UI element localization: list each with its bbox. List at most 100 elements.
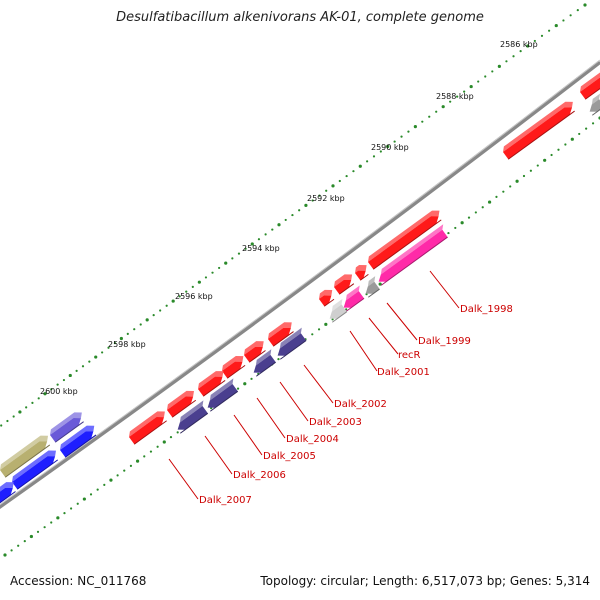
- gene-block-reverse[interactable]: [339, 285, 368, 312]
- gene-label-dalk-2002[interactable]: Dalk_2002: [334, 399, 387, 410]
- gene-label-dalk-2004[interactable]: Dalk_2004: [286, 434, 339, 445]
- gene-block-reverse[interactable]: [585, 93, 600, 116]
- gene-block-reverse[interactable]: [173, 400, 211, 434]
- tick-mark: [550, 153, 553, 157]
- gene-shadow-edge: [372, 219, 442, 270]
- tick-mark: [325, 189, 328, 192]
- gene-block-forward[interactable]: [242, 338, 269, 363]
- tick-mark: [366, 160, 369, 163]
- tick-mark: [271, 228, 274, 231]
- gene-block-forward[interactable]: [127, 408, 170, 445]
- gene-shadow-edge: [64, 434, 97, 458]
- tick-mark: [505, 60, 508, 63]
- tick-mark: [88, 360, 91, 363]
- tick-mark: [171, 299, 175, 303]
- gene-top-face: [268, 322, 292, 339]
- tick-mark: [557, 148, 560, 151]
- gene-block-forward[interactable]: [366, 207, 445, 270]
- tick-mark: [113, 342, 117, 345]
- gene-label-dalk-1999[interactable]: Dalk_1999: [418, 336, 471, 347]
- tick-mark: [519, 50, 522, 53]
- tick-mark: [454, 226, 457, 230]
- tick-mark: [298, 209, 301, 212]
- gene-block-forward[interactable]: [165, 387, 199, 418]
- tick-mark: [244, 247, 247, 250]
- gene-label-dalk-2001[interactable]: Dalk_2001: [377, 367, 430, 378]
- gene-front-face: [253, 354, 276, 373]
- gene-front-face: [12, 456, 56, 490]
- gene-shadow-edge: [507, 110, 575, 160]
- gene-block-reverse[interactable]: [325, 298, 350, 323]
- scale-label: 2592 kbp: [307, 194, 345, 203]
- gene-block-reverse[interactable]: [374, 224, 451, 286]
- scale-label: 2594 kbp: [242, 244, 280, 253]
- tick-mark: [43, 392, 47, 396]
- accession-text: Accession: NC_011768: [10, 574, 147, 588]
- tick-mark: [591, 122, 595, 125]
- gene-block-reverse[interactable]: [361, 276, 383, 298]
- gene-label-dalk-2007[interactable]: Dalk_2007: [199, 495, 252, 506]
- gene-block-forward[interactable]: [332, 271, 357, 295]
- tick-mark: [139, 323, 142, 326]
- gene-label-dalk-2005[interactable]: Dalk_2005: [263, 451, 316, 462]
- gene-top-face: [0, 482, 14, 496]
- tick-mark: [469, 84, 473, 89]
- gene-block-forward[interactable]: [501, 98, 578, 160]
- tick-mark: [211, 271, 214, 274]
- gene-front-face: [343, 291, 365, 308]
- gene-block-reverse[interactable]: [58, 422, 100, 458]
- gene-front-face: [60, 431, 94, 458]
- gene-front-face: [589, 99, 600, 112]
- gene-top-face: [179, 400, 204, 423]
- genome-backbone: [0, 60, 600, 510]
- gene-shadow-edge: [591, 106, 600, 116]
- tick-mark: [509, 185, 512, 188]
- gene-block-forward[interactable]: [48, 409, 87, 443]
- tick-mark: [116, 474, 119, 477]
- gene-block-forward[interactable]: [220, 352, 249, 379]
- gene-block-reverse[interactable]: [273, 327, 310, 360]
- tick-mark: [165, 304, 168, 307]
- gene-block-forward[interactable]: [0, 432, 53, 478]
- genome-summary-text: Topology: circular; Length: 6,517,073 bp…: [260, 574, 590, 588]
- gene-block-forward[interactable]: [353, 262, 372, 281]
- gene-block-forward[interactable]: [266, 319, 297, 347]
- tick-mark: [386, 144, 390, 149]
- tick-mark: [447, 231, 450, 235]
- tick-mark: [3, 553, 7, 557]
- gene-block-forward[interactable]: [317, 286, 338, 307]
- tick-mark: [484, 75, 487, 78]
- tick-mark: [178, 295, 181, 298]
- tick-mark: [107, 346, 110, 349]
- gene-label-dalk-2003[interactable]: Dalk_2003: [309, 417, 362, 428]
- tick-mark: [372, 155, 376, 158]
- scale-label: 2588 kbp: [436, 92, 474, 101]
- scale-label: 2586 kbp: [500, 40, 538, 49]
- leader-line: [386, 302, 418, 341]
- tick-mark: [94, 355, 98, 359]
- tick-mark: [250, 242, 254, 246]
- tick-mark: [379, 150, 382, 153]
- tick-mark: [304, 203, 308, 207]
- tick-mark: [231, 257, 234, 260]
- gene-block-reverse[interactable]: [10, 447, 61, 490]
- gene-block-forward[interactable]: [578, 69, 600, 100]
- gene-block-reverse[interactable]: [249, 349, 279, 377]
- gene-shadow-edge: [279, 340, 307, 360]
- gene-label-dalk-1998[interactable]: Dalk_1998: [460, 304, 513, 315]
- gene-shadow-edge: [4, 444, 51, 478]
- gene-front-face: [244, 346, 263, 363]
- gene-block-reverse[interactable]: [203, 378, 241, 412]
- tick-mark: [318, 194, 321, 197]
- tick-mark: [441, 105, 445, 109]
- tick-mark: [257, 238, 261, 241]
- gene-block-reverse[interactable]: [0, 479, 19, 504]
- gene-top-face: [167, 390, 194, 410]
- tick-mark: [576, 9, 579, 12]
- gene-label-recr[interactable]: recR: [398, 350, 421, 361]
- gene-block-forward[interactable]: [196, 368, 229, 397]
- tick-mark: [162, 440, 166, 444]
- tick-mark: [338, 179, 341, 183]
- gene-label-dalk-2006[interactable]: Dalk_2006: [233, 470, 286, 481]
- tick-mark: [264, 233, 267, 236]
